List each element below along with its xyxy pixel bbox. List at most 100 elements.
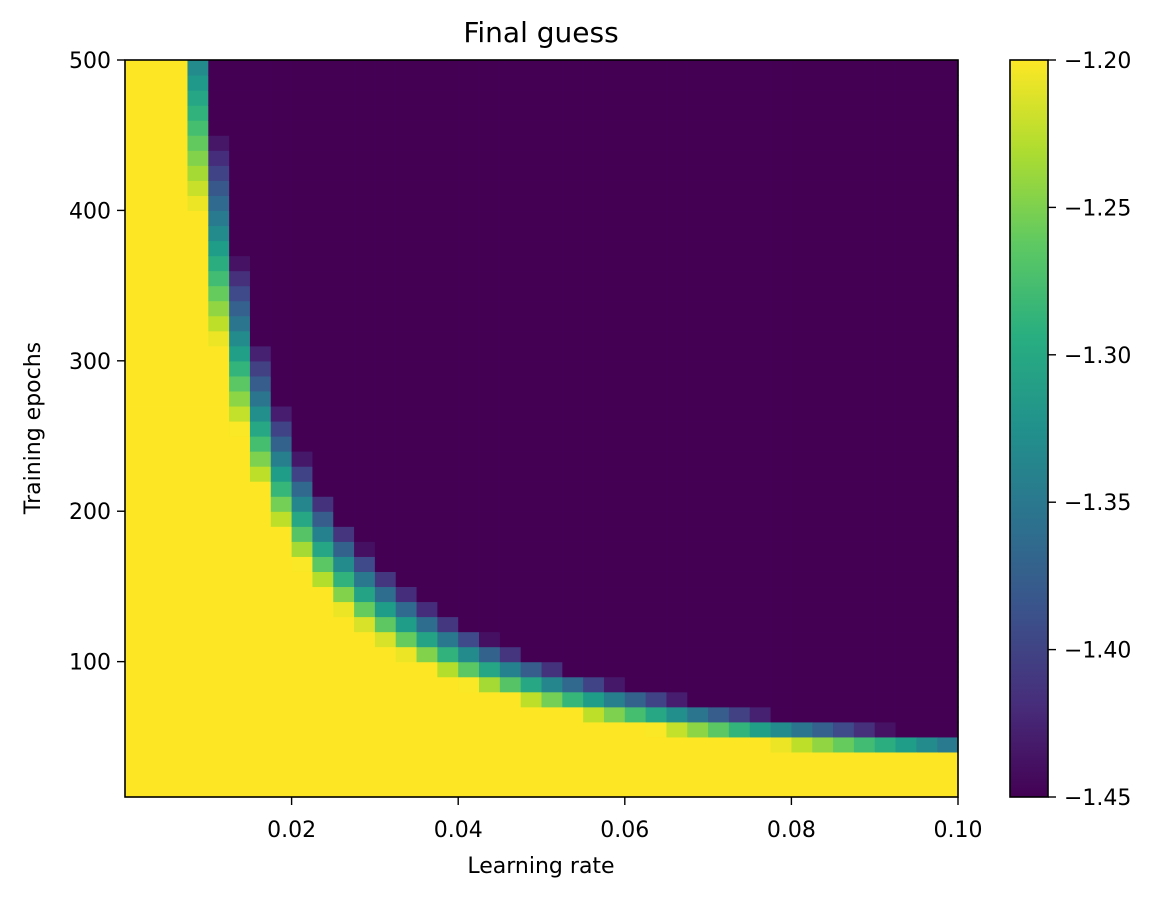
heatmap-cell xyxy=(166,646,189,663)
heatmap-cell xyxy=(645,150,668,166)
heatmap-cell xyxy=(749,75,772,91)
heatmap-cell xyxy=(708,225,730,242)
heatmap-cell xyxy=(749,330,772,347)
heatmap-cell xyxy=(895,661,917,678)
heatmap-cell xyxy=(458,451,480,467)
heatmap-cell xyxy=(812,571,834,588)
heatmap-cell xyxy=(728,556,751,572)
heatmap-cell xyxy=(270,360,293,377)
heatmap-cell xyxy=(166,375,189,392)
heatmap-cell xyxy=(541,165,563,181)
heatmap-cell xyxy=(812,360,834,377)
heatmap-cell xyxy=(708,631,730,648)
heatmap-cell xyxy=(791,270,813,287)
heatmap-cell xyxy=(666,60,688,76)
heatmap-cell xyxy=(458,225,480,242)
heatmap-cell xyxy=(333,390,355,407)
heatmap-cell xyxy=(499,375,522,392)
heatmap-cell xyxy=(333,375,355,392)
heatmap-cell xyxy=(853,60,876,76)
heatmap-cell xyxy=(437,300,459,317)
heatmap-cell xyxy=(749,315,772,332)
heatmap-cell xyxy=(270,255,293,272)
heatmap-cell xyxy=(229,270,251,287)
heatmap-cell xyxy=(791,616,813,633)
heatmap-cell xyxy=(499,390,522,407)
heatmap-cell xyxy=(520,436,543,452)
heatmap-cell xyxy=(270,90,293,106)
heatmap-cell xyxy=(812,195,834,212)
heatmap-cell xyxy=(666,255,688,272)
heatmap-cell xyxy=(458,330,480,347)
heatmap-cell xyxy=(208,691,230,708)
colorbar-tick-label: −1.30 xyxy=(1064,344,1131,369)
heatmap-cell xyxy=(374,60,397,76)
heatmap-cell xyxy=(937,526,959,542)
heatmap-cell xyxy=(812,300,834,317)
heatmap-cell xyxy=(687,390,709,407)
heatmap-cell xyxy=(853,586,876,603)
heatmap-cell xyxy=(666,345,688,362)
heatmap-cell xyxy=(499,496,522,512)
heatmap-cell xyxy=(333,345,355,362)
heatmap-cell xyxy=(916,571,938,588)
heatmap-cell xyxy=(479,601,501,618)
heatmap-cell xyxy=(749,105,772,121)
heatmap-cell xyxy=(687,616,709,633)
heatmap-cell xyxy=(937,345,959,362)
heatmap-cell xyxy=(583,496,605,512)
heatmap-cell xyxy=(853,766,876,783)
heatmap-cell xyxy=(874,150,897,166)
heatmap-cell xyxy=(770,601,792,618)
heatmap-cell xyxy=(374,496,397,512)
heatmap-cell xyxy=(812,375,834,392)
heatmap-cell xyxy=(395,691,418,708)
heatmap-cell xyxy=(541,481,563,497)
heatmap-cell xyxy=(479,165,501,181)
heatmap-cell xyxy=(728,150,751,166)
heatmap-cell xyxy=(624,631,647,648)
heatmap-cell xyxy=(125,405,147,422)
heatmap-cell xyxy=(437,781,459,798)
heatmap-cell xyxy=(853,481,876,497)
heatmap-cell xyxy=(374,766,397,783)
heatmap-cell xyxy=(895,556,917,572)
heatmap-cell xyxy=(166,586,189,603)
heatmap-cell xyxy=(645,556,668,572)
heatmap-cell xyxy=(562,405,584,422)
heatmap-cell xyxy=(354,225,376,242)
heatmap-cell xyxy=(874,240,897,257)
heatmap-cell xyxy=(354,511,376,527)
heatmap-cell xyxy=(541,300,563,317)
heatmap-cell xyxy=(416,451,438,467)
heatmap-cell xyxy=(541,721,563,738)
heatmap-cell xyxy=(749,466,772,482)
heatmap-cell xyxy=(520,195,543,212)
heatmap-cell xyxy=(791,586,813,603)
heatmap-cell xyxy=(395,150,418,166)
heatmap-cell xyxy=(937,120,959,136)
heatmap-cell xyxy=(562,781,584,798)
heatmap-cell xyxy=(895,75,917,91)
heatmap-cell xyxy=(749,451,772,467)
heatmap-cell xyxy=(125,210,147,227)
heatmap-cell xyxy=(916,390,938,407)
heatmap-cell xyxy=(583,225,605,242)
heatmap-cell xyxy=(770,405,792,422)
heatmap-cell xyxy=(708,195,730,212)
heatmap-cell xyxy=(541,105,563,121)
heatmap-cell xyxy=(229,496,251,512)
heatmap-cell xyxy=(791,345,813,362)
heatmap-cell xyxy=(833,646,855,663)
heatmap-cell xyxy=(208,345,230,362)
heatmap-cell xyxy=(499,631,522,648)
heatmap-cell xyxy=(437,616,459,633)
heatmap-cell xyxy=(166,390,189,407)
heatmap-cell xyxy=(437,180,459,196)
heatmap-cell xyxy=(687,736,709,753)
heatmap-cell xyxy=(479,781,501,798)
heatmap-cell xyxy=(791,255,813,272)
heatmap-cell xyxy=(229,526,251,542)
heatmap-cell xyxy=(166,781,189,798)
heatmap-cell xyxy=(749,511,772,527)
